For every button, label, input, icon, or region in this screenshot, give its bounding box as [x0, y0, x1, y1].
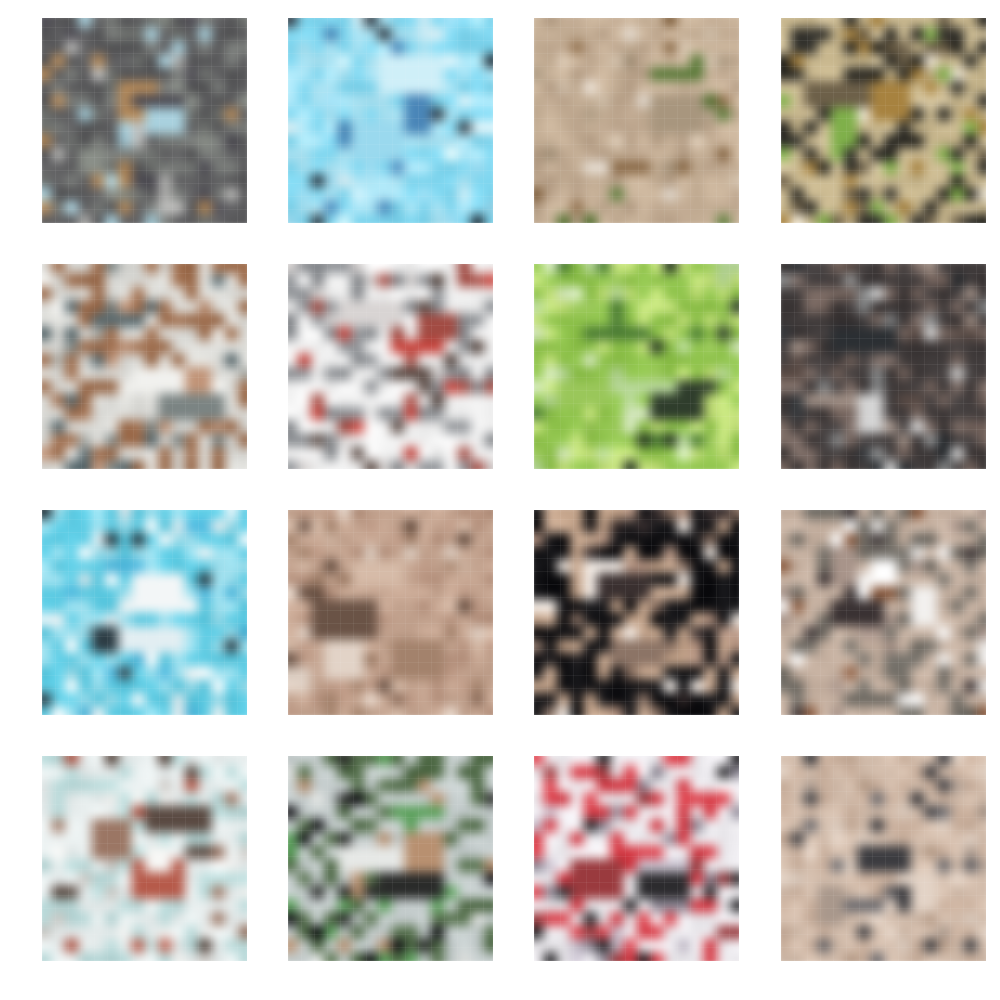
- sample-image: [534, 756, 739, 961]
- sample-image: [42, 756, 247, 961]
- sample-image: [781, 510, 986, 715]
- sample-image: [781, 264, 986, 469]
- sample-image: [288, 264, 493, 469]
- sample-image: [288, 510, 493, 715]
- sample-image: [288, 756, 493, 961]
- sample-image: [534, 18, 739, 223]
- sample-image: [288, 18, 493, 223]
- sample-image: [781, 756, 986, 961]
- sample-image: [534, 510, 739, 715]
- sample-image: [42, 18, 247, 223]
- sample-image: [42, 264, 247, 469]
- sample-image: [534, 264, 739, 469]
- sample-image: [781, 18, 986, 223]
- sample-image: [42, 510, 247, 715]
